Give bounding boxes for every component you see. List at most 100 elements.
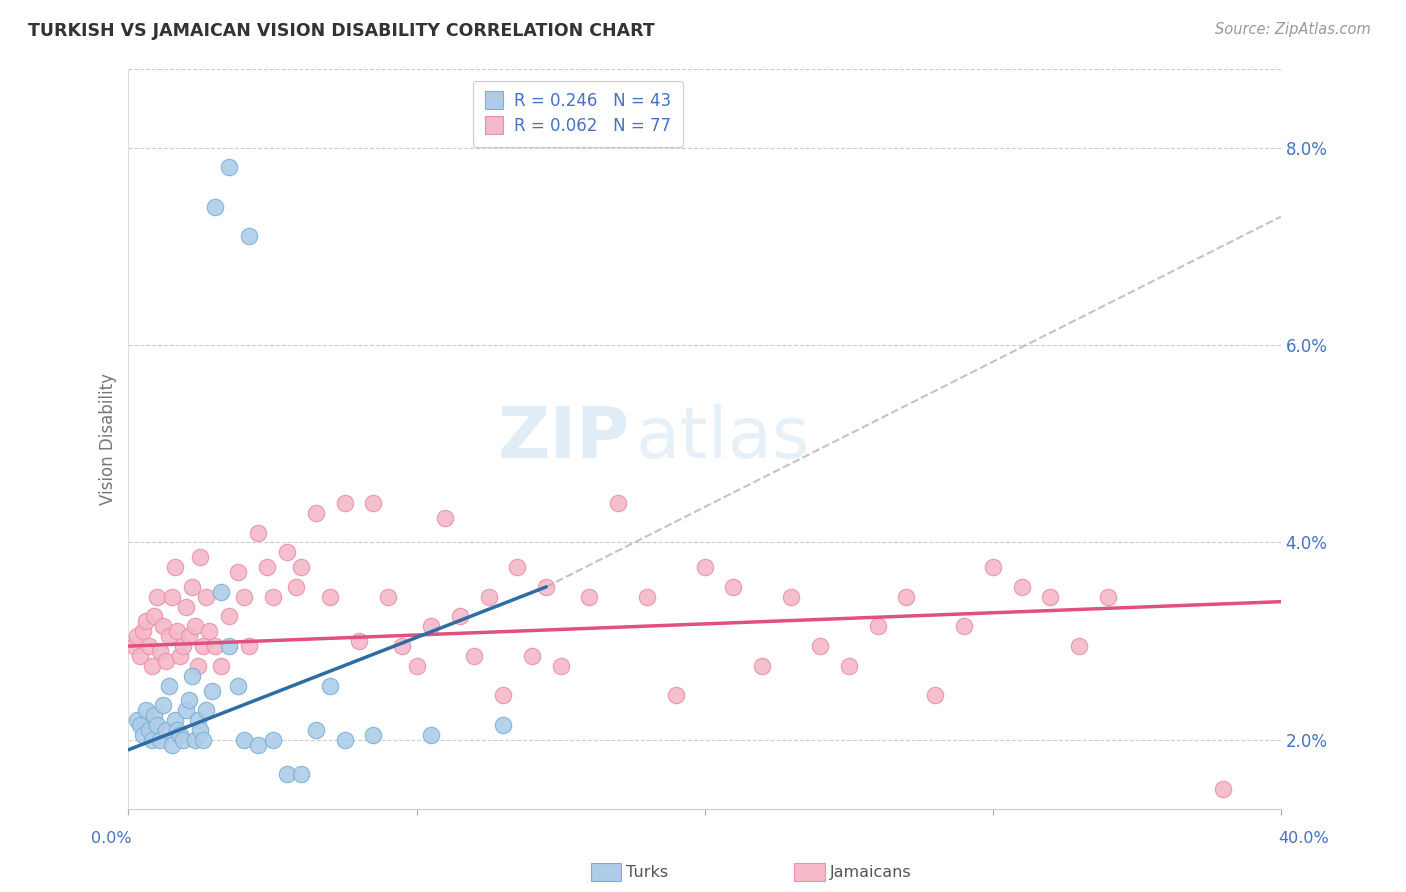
Point <box>129 648 152 663</box>
Point <box>1212 782 1234 797</box>
Point <box>157 679 180 693</box>
Point <box>127 629 149 643</box>
Point <box>160 590 183 604</box>
Point <box>319 679 342 693</box>
Point <box>226 565 249 579</box>
Point <box>391 639 413 653</box>
Point <box>184 619 207 633</box>
Point <box>578 590 600 604</box>
Point <box>520 648 543 663</box>
Point <box>723 580 745 594</box>
Text: 0.0%: 0.0% <box>91 831 132 846</box>
Point <box>506 560 529 574</box>
Y-axis label: Vision Disability: Vision Disability <box>100 373 117 505</box>
Text: Turks: Turks <box>626 865 668 880</box>
Point <box>363 496 385 510</box>
Point <box>751 658 773 673</box>
Point <box>143 609 166 624</box>
Point <box>290 560 312 574</box>
Point <box>155 723 177 737</box>
Point <box>180 669 202 683</box>
Point <box>146 718 169 732</box>
Point <box>146 590 169 604</box>
Point <box>492 718 515 732</box>
Point <box>127 713 149 727</box>
Point <box>262 590 284 604</box>
Point <box>449 609 471 624</box>
Point <box>256 560 278 574</box>
Point <box>172 732 194 747</box>
Point <box>201 683 224 698</box>
Point <box>190 723 212 737</box>
Point <box>152 698 174 713</box>
Point <box>172 639 194 653</box>
Point <box>169 648 191 663</box>
Point <box>607 496 630 510</box>
Point <box>290 767 312 781</box>
Point <box>174 599 197 614</box>
Point <box>138 639 160 653</box>
Point <box>132 624 155 639</box>
Point <box>195 703 218 717</box>
Point <box>135 615 157 629</box>
Point <box>420 728 443 742</box>
Point <box>305 723 328 737</box>
Point <box>152 619 174 633</box>
Text: Jamaicans: Jamaicans <box>830 865 911 880</box>
Point <box>780 590 803 604</box>
Point <box>166 624 188 639</box>
Point <box>195 590 218 604</box>
Point <box>135 703 157 717</box>
Point <box>953 619 976 633</box>
Point <box>218 609 240 624</box>
Point <box>238 229 260 244</box>
Text: Source: ZipAtlas.com: Source: ZipAtlas.com <box>1215 22 1371 37</box>
Point <box>169 728 191 742</box>
Point <box>347 634 370 648</box>
Text: TURKISH VS JAMAICAN VISION DISABILITY CORRELATION CHART: TURKISH VS JAMAICAN VISION DISABILITY CO… <box>28 22 655 40</box>
Point <box>363 728 385 742</box>
Point <box>163 560 186 574</box>
Point <box>193 732 215 747</box>
Point <box>319 590 342 604</box>
Point <box>209 584 232 599</box>
Point <box>284 580 307 594</box>
Point <box>238 639 260 653</box>
Point <box>492 689 515 703</box>
Text: 40.0%: 40.0% <box>1278 831 1329 846</box>
Point <box>377 590 399 604</box>
Point <box>174 703 197 717</box>
Point <box>534 580 557 594</box>
Point <box>163 713 186 727</box>
Point <box>204 639 226 653</box>
Point <box>434 510 457 524</box>
Point <box>636 590 658 604</box>
Point <box>276 767 298 781</box>
Point <box>1069 639 1091 653</box>
Text: ZIP: ZIP <box>498 404 630 474</box>
Point <box>276 545 298 559</box>
Point <box>132 728 155 742</box>
Point <box>141 658 163 673</box>
Point <box>149 732 172 747</box>
Point <box>693 560 716 574</box>
Point <box>333 732 356 747</box>
Point <box>247 738 270 752</box>
Point <box>149 644 172 658</box>
Point <box>141 732 163 747</box>
Point <box>981 560 1004 574</box>
Point <box>155 654 177 668</box>
Point <box>143 708 166 723</box>
Point <box>204 200 226 214</box>
Point <box>305 506 328 520</box>
Point <box>187 658 209 673</box>
Point <box>232 732 254 747</box>
Point <box>550 658 572 673</box>
Point <box>198 624 221 639</box>
Point <box>190 550 212 565</box>
Point <box>1097 590 1119 604</box>
Point <box>478 590 501 604</box>
Point <box>177 629 200 643</box>
Point <box>665 689 688 703</box>
Point <box>333 496 356 510</box>
